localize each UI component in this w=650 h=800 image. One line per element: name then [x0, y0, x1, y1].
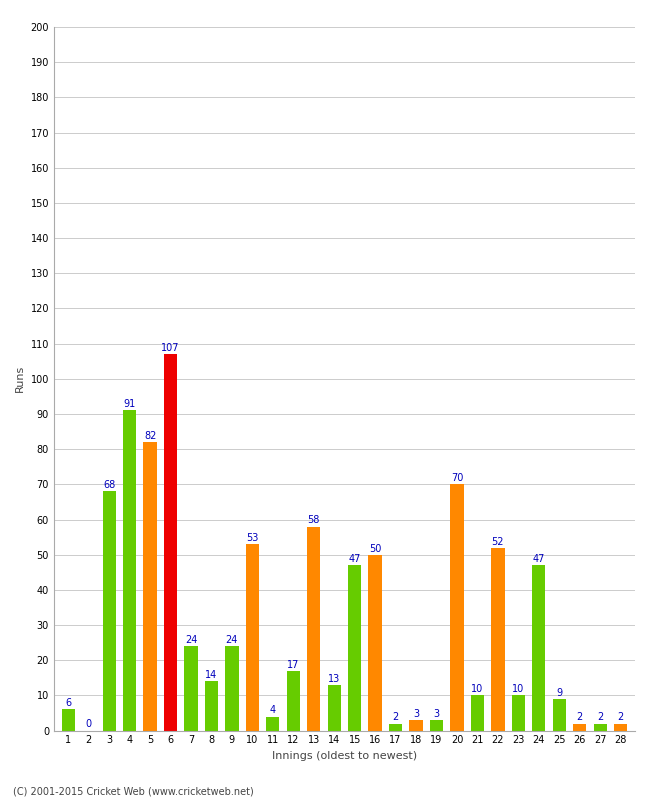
Text: (C) 2001-2015 Cricket Web (www.cricketweb.net): (C) 2001-2015 Cricket Web (www.cricketwe… — [13, 786, 254, 796]
Text: 70: 70 — [451, 474, 463, 483]
Text: 9: 9 — [556, 688, 562, 698]
Y-axis label: Runs: Runs — [15, 365, 25, 393]
Bar — [123, 410, 136, 730]
Text: 91: 91 — [124, 399, 136, 410]
Text: 68: 68 — [103, 480, 115, 490]
Bar — [430, 720, 443, 730]
Text: 2: 2 — [577, 713, 583, 722]
Text: 6: 6 — [65, 698, 72, 709]
Bar — [328, 685, 341, 730]
Bar — [532, 566, 545, 730]
Bar — [614, 723, 627, 730]
Text: 50: 50 — [369, 544, 382, 554]
Bar — [348, 566, 361, 730]
Bar — [491, 548, 504, 730]
Bar — [226, 646, 239, 730]
Text: 10: 10 — [512, 684, 525, 694]
Bar — [205, 682, 218, 730]
Bar — [389, 723, 402, 730]
Text: 2: 2 — [393, 713, 398, 722]
Bar — [410, 720, 422, 730]
X-axis label: Innings (oldest to newest): Innings (oldest to newest) — [272, 751, 417, 761]
Text: 47: 47 — [348, 554, 361, 564]
Bar — [185, 646, 198, 730]
Bar — [144, 442, 157, 730]
Bar — [552, 699, 566, 730]
Bar — [287, 670, 300, 730]
Bar — [593, 723, 607, 730]
Text: 52: 52 — [491, 537, 504, 546]
Text: 24: 24 — [226, 635, 238, 645]
Text: 2: 2 — [597, 713, 603, 722]
Bar — [450, 484, 463, 730]
Text: 13: 13 — [328, 674, 341, 684]
Text: 3: 3 — [434, 709, 439, 719]
Bar — [512, 695, 525, 730]
Bar — [62, 710, 75, 730]
Bar — [246, 544, 259, 730]
Text: 10: 10 — [471, 684, 484, 694]
Text: 107: 107 — [161, 343, 180, 353]
Text: 17: 17 — [287, 660, 300, 670]
Text: 4: 4 — [270, 706, 276, 715]
Text: 82: 82 — [144, 431, 156, 441]
Text: 58: 58 — [307, 515, 320, 526]
Bar — [103, 491, 116, 730]
Text: 53: 53 — [246, 533, 259, 543]
Text: 2: 2 — [618, 713, 624, 722]
Bar — [266, 717, 280, 730]
Text: 47: 47 — [532, 554, 545, 564]
Bar — [471, 695, 484, 730]
Text: 24: 24 — [185, 635, 197, 645]
Text: 0: 0 — [86, 719, 92, 729]
Bar — [307, 526, 320, 730]
Text: 3: 3 — [413, 709, 419, 719]
Bar — [369, 554, 382, 730]
Text: 14: 14 — [205, 670, 218, 680]
Bar — [164, 354, 177, 730]
Bar — [573, 723, 586, 730]
